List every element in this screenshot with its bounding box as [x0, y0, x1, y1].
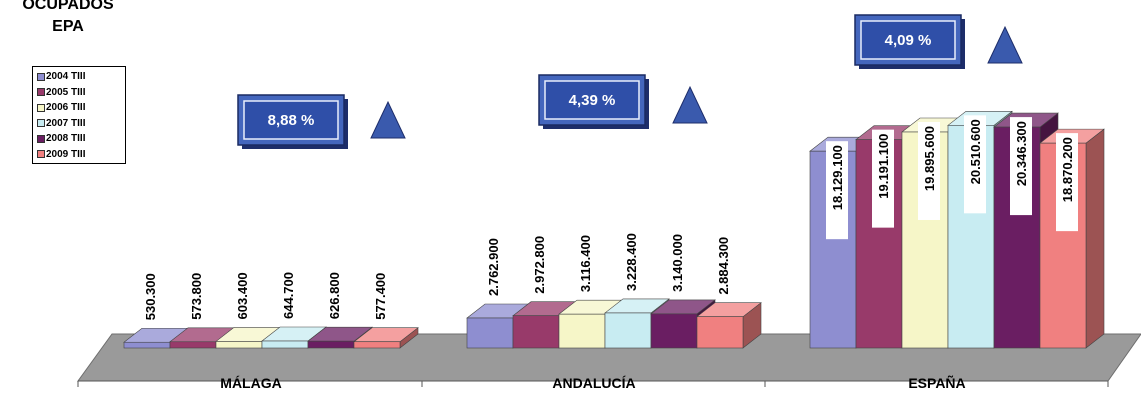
legend-swatch [37, 134, 45, 143]
legend-label: 2004 TIII [46, 71, 86, 82]
legend-label: 2009 TIII [46, 148, 86, 160]
bar [261, 340, 309, 349]
category-label: ANDALUCÍA [552, 375, 635, 391]
legend-swatch [37, 103, 45, 112]
data-label: 2.972.800 [532, 236, 547, 294]
data-label: 573.800 [189, 273, 204, 320]
data-label: 20.510.600 [968, 119, 983, 184]
data-label: 2.884.300 [716, 237, 731, 295]
growth-box-inner [243, 100, 339, 140]
data-label-box [964, 115, 986, 214]
bar [466, 317, 514, 349]
legend-item: 2009 TIII [37, 147, 125, 163]
growth-value: 8,88 % [268, 112, 315, 129]
bar [650, 313, 698, 349]
legend-label: 2007 TIII [46, 117, 86, 129]
chart-title-line-2: EPA [52, 18, 84, 35]
data-label: 530.300 [143, 273, 158, 320]
legend-swatch [37, 150, 45, 159]
data-label: 18.870.200 [1060, 137, 1075, 202]
data-label: 644.700 [281, 272, 296, 319]
legend-item: 2004 TIII [37, 69, 125, 85]
data-label-box [918, 121, 940, 220]
chart-legend: 2004 TIII 2005 TIII 2006 TIII 2007 TIII … [32, 66, 126, 164]
data-label-box [826, 141, 848, 240]
data-label: 18.129.100 [830, 145, 845, 210]
legend-item: 2008 TIII [37, 131, 125, 147]
legend-swatch [37, 88, 45, 97]
growth-box-inner [860, 20, 956, 60]
category-label: MÁLAGA [220, 375, 281, 391]
bar-side [1085, 128, 1105, 349]
bar [558, 313, 606, 349]
data-label: 626.800 [327, 272, 342, 319]
data-label: 603.400 [235, 272, 250, 319]
bar [696, 316, 744, 349]
growth-value: 4,09 % [885, 32, 932, 49]
legend-item: 2006 TIII [37, 100, 125, 116]
bar [512, 315, 560, 349]
up-arrow-icon [370, 100, 406, 139]
data-label: 19.191.100 [876, 134, 891, 199]
chart-title-line-1: OCUPADOS [22, 0, 114, 13]
up-arrow-icon [987, 25, 1023, 64]
data-label-box [1010, 117, 1032, 216]
data-label: 20.346.300 [1014, 121, 1029, 186]
bar [307, 340, 355, 349]
data-label: 2.762.900 [486, 238, 501, 296]
data-label: 3.228.400 [624, 233, 639, 291]
category-label: ESPAÑA [908, 374, 965, 391]
legend-item: 2005 TIII [37, 85, 125, 101]
data-label-box [1056, 133, 1078, 232]
data-label-box [872, 129, 894, 228]
legend-swatch [37, 119, 45, 128]
bar [215, 341, 263, 349]
up-arrow-icon [672, 85, 708, 124]
data-label: 577.400 [373, 273, 388, 320]
data-label: 3.116.400 [578, 235, 593, 292]
chart-title: OCUPADOS EPA [8, 0, 128, 38]
data-label: 19.895.600 [922, 126, 937, 191]
legend-label: 2006 TIII [46, 102, 86, 113]
legend-label: 2008 TIII [46, 133, 86, 144]
bar [123, 341, 171, 349]
bar [353, 341, 401, 349]
bar [169, 341, 217, 349]
growth-value: 4,39 % [569, 92, 616, 109]
legend-swatch [37, 72, 45, 81]
bar [604, 312, 652, 349]
growth-box-inner [544, 80, 640, 120]
data-label: 3.140.000 [670, 234, 685, 292]
legend-item: 2007 TIII [37, 116, 125, 132]
legend-label: 2005 TIII [46, 86, 86, 98]
